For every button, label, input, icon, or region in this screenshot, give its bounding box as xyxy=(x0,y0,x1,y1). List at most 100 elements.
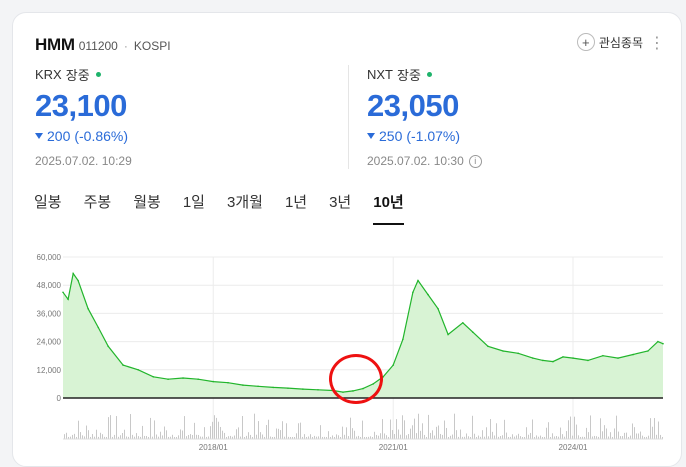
volume-bar xyxy=(506,432,507,439)
price-chart[interactable]: 60,000 48,000 36,000 24,000 12,000 0 2018/01 20… xyxy=(13,233,681,463)
price-point xyxy=(227,381,229,384)
volume-bar xyxy=(662,436,663,439)
price-point xyxy=(572,357,574,359)
volume-bar xyxy=(642,435,643,439)
change-percent: (-0.86%) xyxy=(74,128,129,144)
tab-3year[interactable]: 3년 xyxy=(329,194,352,211)
volume-bar xyxy=(248,432,249,439)
info-icon[interactable]: i xyxy=(468,154,482,168)
volume-bar xyxy=(76,436,77,439)
volume-bar xyxy=(182,430,183,439)
price-point xyxy=(517,352,519,355)
volume-bar xyxy=(244,437,245,439)
volume-bar xyxy=(320,425,321,439)
volume-bar xyxy=(570,416,571,439)
volume-bar xyxy=(264,436,265,439)
volume-bar xyxy=(610,432,611,439)
volume-bar xyxy=(392,430,393,439)
y-tick-label: 48,000 xyxy=(37,281,62,290)
red-circle-marker xyxy=(329,354,383,404)
volume-bar xyxy=(490,419,491,439)
volume-bar xyxy=(218,421,219,439)
volume-bar xyxy=(546,427,547,439)
volume-bar xyxy=(100,432,101,439)
volume-bar xyxy=(522,436,523,439)
price-point xyxy=(587,359,589,362)
volume-bar xyxy=(536,435,537,439)
volume-bar xyxy=(86,425,87,439)
add-favorite-button[interactable]: + 관심종목 xyxy=(576,33,643,51)
volume-bar xyxy=(254,413,255,439)
quote-time-text: 2025.07.02. 10:29 xyxy=(35,154,132,168)
price-point xyxy=(602,354,604,357)
stock-name: HMM xyxy=(35,35,75,54)
volume-bar xyxy=(230,435,231,439)
volume-bar xyxy=(412,425,413,439)
price-point xyxy=(617,357,619,359)
volume-bar xyxy=(384,433,385,439)
volume-bar xyxy=(166,430,167,439)
volume-bar xyxy=(178,435,179,439)
price-point xyxy=(317,388,319,391)
volume-bar xyxy=(104,436,105,439)
price-point xyxy=(257,385,259,388)
volume-bar xyxy=(496,423,497,439)
volume-bar xyxy=(450,435,451,439)
price-point xyxy=(77,279,79,282)
volume-bar xyxy=(266,425,267,439)
volume-bar xyxy=(372,436,373,439)
volume-bar xyxy=(308,436,309,439)
quote-time-text: 2025.07.02. 10:30 xyxy=(367,154,464,168)
volume-bar xyxy=(196,434,197,439)
divider xyxy=(348,65,349,169)
volume-bar xyxy=(422,423,423,439)
volume-bar xyxy=(586,427,587,439)
volume-bar xyxy=(238,427,239,439)
volume-bar xyxy=(470,436,471,439)
change-amount: 200 xyxy=(47,128,71,144)
volume-bar xyxy=(414,418,415,439)
tab-3month[interactable]: 3개월 xyxy=(226,194,263,211)
volume-bar xyxy=(562,434,563,439)
volume-bar xyxy=(366,436,367,439)
volume-bar xyxy=(160,431,161,439)
volume-bar xyxy=(208,436,209,439)
volume-bar xyxy=(328,431,329,439)
tab-10year[interactable]: 10년 xyxy=(362,191,415,225)
volume-bar xyxy=(236,429,237,439)
price-point xyxy=(402,338,404,341)
volume-bar xyxy=(524,436,525,439)
y-tick-label: 24,000 xyxy=(37,338,62,347)
price-point xyxy=(287,387,289,389)
volume-bar xyxy=(80,432,81,439)
tab-1day[interactable]: 1일 xyxy=(182,194,205,211)
volume-bar xyxy=(454,413,455,439)
volume-bar xyxy=(532,419,533,439)
tab-1year[interactable]: 1년 xyxy=(284,194,308,211)
more-menu-icon[interactable]: ⋮ xyxy=(649,35,665,52)
y-tick-label: 36,000 xyxy=(37,309,62,318)
volume-bar xyxy=(400,434,401,439)
volume-bar xyxy=(388,436,389,439)
volume-bar xyxy=(146,435,147,439)
price-point xyxy=(242,384,244,386)
volume-bar xyxy=(404,420,405,439)
volume-bar xyxy=(128,436,129,439)
volume-bar xyxy=(362,420,363,439)
tab-monthly[interactable]: 월봉 xyxy=(133,194,161,211)
volume-bar xyxy=(582,436,583,439)
volume-bar xyxy=(410,428,411,439)
tab-daily[interactable]: 일봉 xyxy=(34,194,62,211)
volume-bar xyxy=(554,436,555,439)
volume-bar xyxy=(188,434,189,439)
price-area xyxy=(63,273,663,398)
volume-bar xyxy=(330,436,331,439)
volume-bar xyxy=(480,436,481,439)
volume-bar xyxy=(498,436,499,439)
price-point xyxy=(417,279,419,282)
volume-bar xyxy=(252,436,253,439)
volume-bar xyxy=(608,436,609,439)
tab-weekly[interactable]: 주봉 xyxy=(83,194,112,211)
price-point xyxy=(302,388,304,390)
volume-bar xyxy=(468,436,469,439)
